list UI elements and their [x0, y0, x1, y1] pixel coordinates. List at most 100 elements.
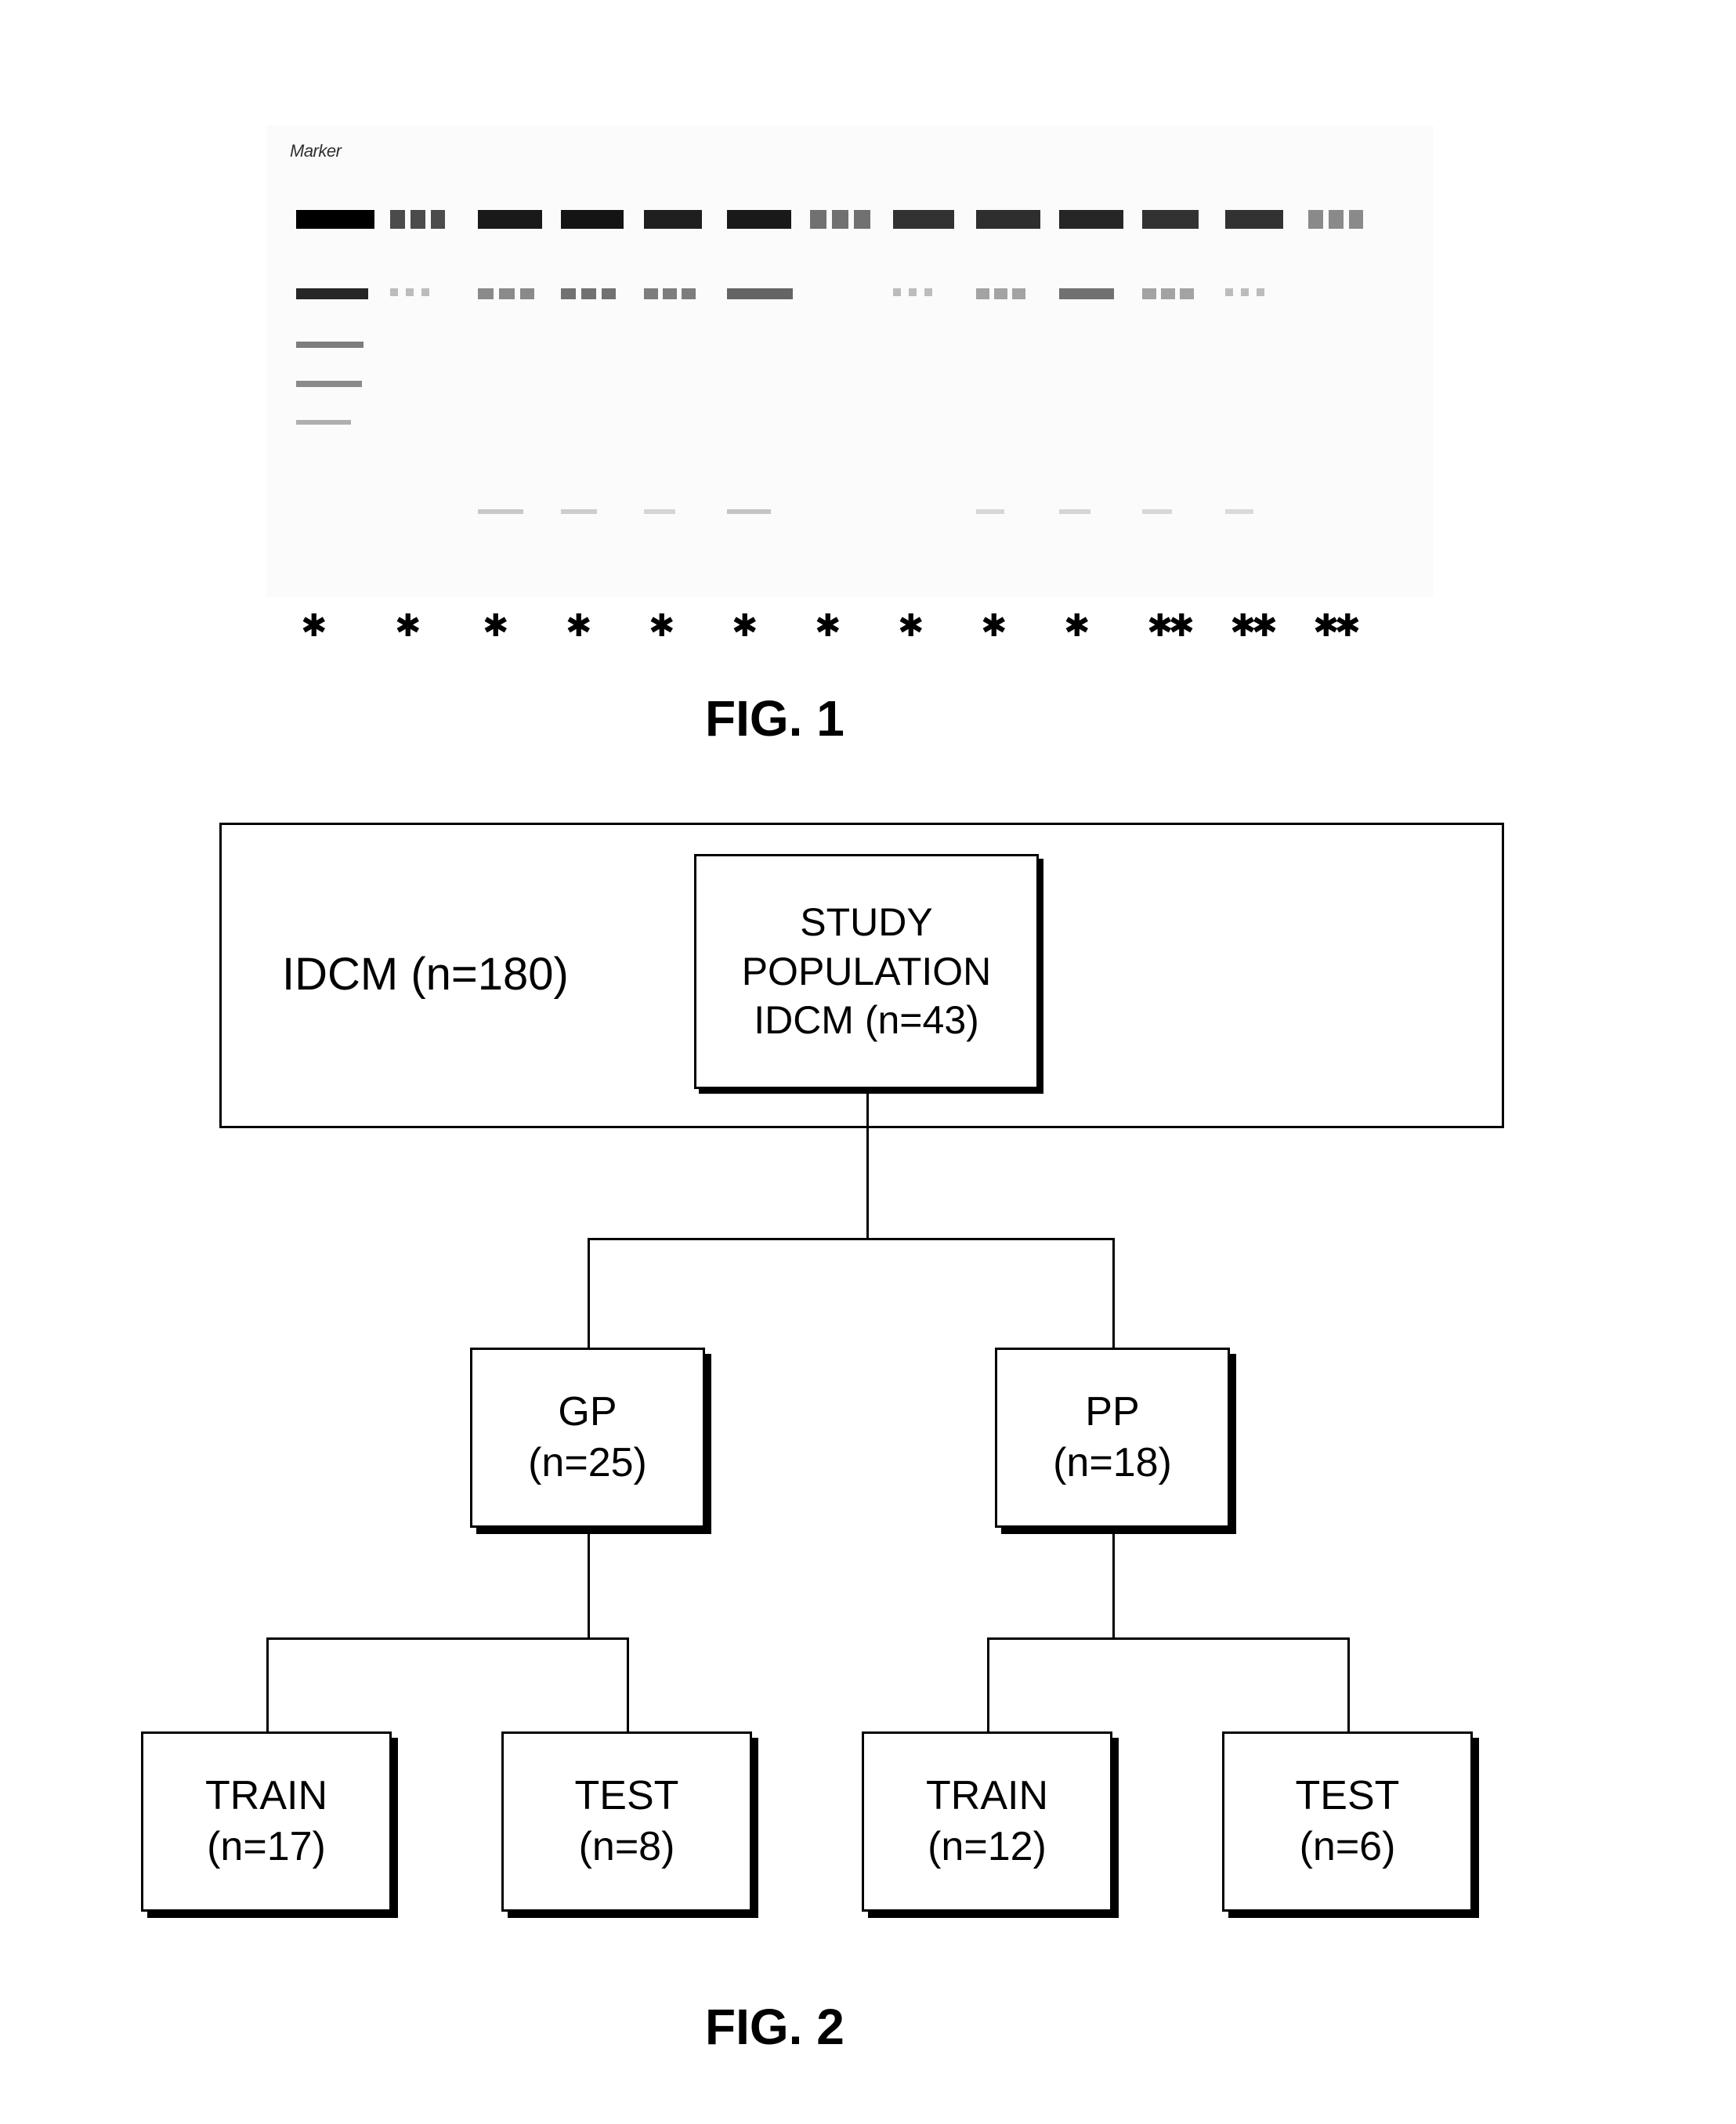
connector [588, 1532, 590, 1637]
gel-band [1142, 288, 1156, 299]
gel-band [1225, 288, 1233, 296]
gel-band [663, 288, 677, 299]
train-pp-box: TRAIN(n=12) [862, 1731, 1112, 1912]
gel-band [1349, 210, 1363, 229]
gp-line-1: GP [528, 1387, 647, 1438]
test-gp-line-1: TEST [575, 1771, 679, 1822]
gel-band [727, 509, 771, 514]
gel-band [976, 288, 989, 299]
gel-band [1161, 288, 1175, 299]
gel-band [561, 288, 576, 299]
gel-band [520, 288, 534, 299]
gel-band [1059, 210, 1123, 229]
gel-band [561, 210, 624, 229]
test-pp-box: TEST(n=6) [1222, 1731, 1473, 1912]
gel-band [1142, 509, 1172, 514]
connector [987, 1637, 989, 1731]
gel-band [296, 288, 368, 299]
connector [266, 1637, 269, 1731]
gel-band [644, 509, 675, 514]
connector [588, 1238, 590, 1348]
lane-mark-8: ✱ [898, 608, 923, 644]
connector [588, 1238, 1115, 1240]
connector [1112, 1238, 1115, 1348]
gel-band [1225, 509, 1253, 514]
gel-band [644, 288, 658, 299]
study-line-3: IDCM (n=43) [742, 996, 992, 1045]
gel-band [909, 288, 917, 296]
gel-band [1257, 288, 1264, 296]
gel-band [602, 288, 616, 299]
idcm-label: IDCM (n=180) [282, 948, 569, 1000]
gel-band [478, 210, 542, 229]
lane-mark-11: ✱✱ [1147, 608, 1190, 644]
lane-mark-9: ✱ [981, 608, 1006, 644]
lane-mark-4: ✱ [566, 608, 591, 644]
gel-band [1059, 288, 1114, 299]
fig1-caption: FIG. 1 [705, 689, 844, 747]
gel-band [390, 288, 398, 296]
gel-panel [266, 125, 1434, 597]
gel-band [727, 210, 791, 229]
gel-band [561, 509, 597, 514]
gel-band [994, 288, 1007, 299]
gel-band [1225, 210, 1283, 229]
train-pp-line-2: (n=12) [926, 1822, 1048, 1873]
test-gp-line-2: (n=8) [575, 1822, 679, 1873]
lane-mark-13: ✱✱ [1313, 608, 1356, 644]
gp-box: GP(n=25) [470, 1348, 705, 1528]
gel-band [1180, 288, 1194, 299]
gp-line-2: (n=25) [528, 1438, 647, 1489]
gel-band [406, 288, 414, 296]
gel-band [296, 210, 374, 229]
gel-band [499, 288, 515, 299]
study-line-1: STUDY [742, 898, 992, 947]
marker-label: Marker [290, 141, 341, 161]
fig2-caption: FIG. 2 [705, 1998, 844, 2056]
gel-band [893, 288, 901, 296]
test-pp-line-1: TEST [1296, 1771, 1400, 1822]
gel-band [854, 210, 870, 229]
gel-band [976, 210, 1040, 229]
lane-mark-10: ✱ [1064, 608, 1089, 644]
gel-band [1059, 509, 1090, 514]
gel-band [421, 288, 429, 296]
gel-band [478, 509, 523, 514]
gel-band [727, 288, 793, 299]
lane-mark-3: ✱ [483, 608, 508, 644]
gel-band [1241, 288, 1249, 296]
connector [627, 1637, 629, 1731]
gel-band [431, 210, 445, 229]
gel-band [1329, 210, 1344, 229]
lane-mark-7: ✱ [815, 608, 840, 644]
gel-band [1308, 210, 1323, 229]
train-gp-line-1: TRAIN [205, 1771, 327, 1822]
gel-band [296, 342, 363, 348]
connector [866, 1094, 869, 1238]
connector [987, 1637, 1350, 1640]
test-pp-line-2: (n=6) [1296, 1822, 1400, 1873]
gel-band [832, 210, 848, 229]
gel-band [644, 210, 702, 229]
gel-band [296, 381, 362, 387]
lane-mark-6: ✱ [732, 608, 757, 644]
gel-band [1142, 210, 1199, 229]
train-pp-line-1: TRAIN [926, 1771, 1048, 1822]
connector [1347, 1637, 1350, 1731]
train-gp-line-2: (n=17) [205, 1822, 327, 1873]
test-gp-box: TEST(n=8) [501, 1731, 752, 1912]
gel-band [390, 210, 405, 229]
gel-band [478, 288, 494, 299]
gel-band [296, 420, 351, 425]
lane-mark-2: ✱ [395, 608, 420, 644]
pp-box: PP(n=18) [995, 1348, 1230, 1528]
gel-band [581, 288, 596, 299]
gel-band [410, 210, 425, 229]
gel-band [810, 210, 826, 229]
pp-line-2: (n=18) [1053, 1438, 1172, 1489]
train-gp-box: TRAIN(n=17) [141, 1731, 392, 1912]
gel-band [893, 210, 954, 229]
lane-mark-12: ✱✱ [1230, 608, 1273, 644]
pp-line-1: PP [1053, 1387, 1172, 1438]
study-line-2: POPULATION [742, 947, 992, 997]
